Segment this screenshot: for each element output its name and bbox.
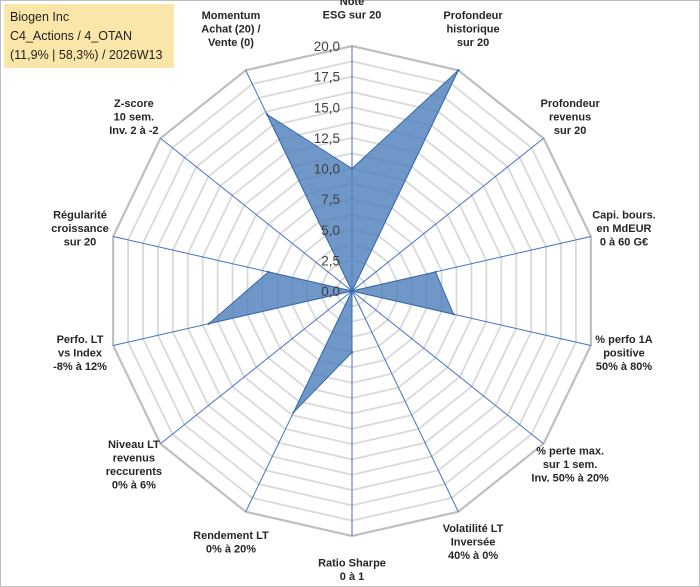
axis-label: % perfo 1A positive 50% à 80% [595, 334, 653, 373]
radar-tick-labels: 0,0 2,5 5,0 7,5 10,0 12,5 15,0 17,5 20,0 [314, 39, 340, 299]
tick-label: 0,0 [321, 284, 340, 299]
axis-label-line: Note [340, 0, 364, 8]
data-point [292, 411, 295, 414]
axis-label-line: Profondeur [540, 98, 600, 110]
data-point [350, 351, 354, 354]
axis-label-line: sur 20 [64, 237, 96, 249]
chart-title-box: Biogen Inc C4_Actions / 4_OTAN (11,9% | … [4, 4, 174, 68]
axis-label: Momentum Achat (20) / Vente (0) [201, 10, 260, 49]
tick-label: 5,0 [321, 223, 340, 238]
axis-label-line: Rendement LT [193, 530, 269, 542]
axis-spoke [351, 290, 544, 445]
axis-label-line: Z-score [114, 98, 154, 110]
data-point [267, 270, 270, 274]
axis-label-line: Profondeur [443, 10, 503, 22]
axis-label-line: 0 à 60 G€ [600, 237, 648, 249]
axis-label-line: Capi. bours. [592, 210, 656, 222]
axis-label-line: Inversée [451, 537, 496, 549]
axis-label: Profondeur revenus sur 20 [540, 98, 600, 137]
axis-label-line: Perfo. LT [57, 334, 104, 346]
axis-label-line: revenus [113, 452, 155, 464]
performance-period: (11,9% | 58,3%) / 2026W13 [10, 48, 163, 62]
axis-label: Volatilité LT Inversée 40% à 0% [443, 523, 504, 562]
axis-label: % perte max. sur 1 sem. Inv. 50% à 20% [531, 446, 609, 485]
tick-label: 20,0 [314, 39, 340, 54]
axis-label-line: Volatilité LT [443, 523, 504, 535]
series-area [208, 69, 459, 413]
axis-label: Note ESG sur 20 [323, 0, 382, 22]
axis-label-line: % perte max. [536, 446, 604, 458]
axis-spoke [160, 290, 353, 445]
axis-label-line: Inv. 50% à 20% [531, 473, 609, 485]
axis-label: Profondeur historique sur 20 [443, 10, 503, 49]
axis-spoke [351, 137, 544, 292]
axis-label-line: 50% à 80% [596, 361, 652, 373]
axis-label-line: Régularité [53, 210, 107, 222]
axis-label-line: revenus [549, 111, 591, 123]
axis-label-line: positive [603, 347, 645, 359]
axis-label-line: sur 1 sem. [543, 459, 597, 471]
data-point [207, 322, 210, 325]
axis-label: Capi. bours. en MdEUR 0 à 60 G€ [592, 210, 656, 249]
axis-label-line: ESG sur 20 [323, 10, 382, 22]
tick-label: 7,5 [321, 192, 340, 207]
axis-label-line: 0% à 6% [112, 479, 156, 491]
data-point [265, 113, 269, 116]
axis-label-line: Achat (20) / [201, 24, 260, 36]
portfolio-name: C4_Actions / 4_OTAN [10, 29, 133, 43]
axis-label-line: Ratio Sharpe [318, 558, 386, 570]
axis-spoke [351, 290, 459, 512]
axis-label-line: 0 à 1 [340, 571, 364, 583]
data-point [434, 270, 437, 274]
axis-label: Z-score 10 sem. Inv. 2 à -2 [109, 98, 158, 137]
tick-label: 10,0 [314, 162, 340, 177]
radar-series [207, 69, 460, 414]
axis-label-line: en MdEUR [597, 223, 652, 235]
axis-label-line: Vente (0) [208, 37, 254, 49]
axis-label-line: Momentum [202, 10, 261, 22]
radar-axis-labels: Note ESG sur 20 Profondeur historique sur 20… [51, 0, 656, 583]
axis-label-line: 40% à 0% [448, 550, 498, 562]
axis-label: Niveau LT revenus reccurents 0% à 6% [106, 439, 162, 492]
axis-label-line: 10 sem. [114, 111, 154, 123]
axis-label-line: vs Index [58, 347, 103, 359]
axis-label-line: -8% à 12% [53, 361, 107, 373]
axis-label: Rendement LT 0% à 20% [193, 530, 269, 556]
axis-label-line: historique [446, 24, 499, 36]
axis-label-line: % perfo 1A [595, 334, 653, 346]
data-point [452, 312, 455, 316]
axis-label-line: Niveau LT [108, 439, 160, 451]
tick-label: 17,5 [314, 70, 340, 85]
axis-label: Régularité croissance sur 20 [51, 210, 108, 249]
axis-spoke [160, 137, 353, 292]
tick-label: 15,0 [314, 100, 340, 115]
data-point [457, 69, 460, 72]
axis-label: Ratio Sharpe 0 à 1 [318, 558, 386, 584]
data-point [350, 289, 354, 293]
axis-label-line: sur 20 [554, 125, 586, 137]
axis-label: Perfo. LT vs Index -8% à 12% [53, 334, 107, 373]
axis-label-line: reccurents [106, 466, 162, 478]
axis-label-line: croissance [51, 223, 108, 235]
axis-label-line: sur 20 [457, 37, 489, 49]
tick-label: 12,5 [314, 131, 340, 146]
tick-label: 2,5 [321, 253, 340, 268]
axis-label-line: 0% à 20% [206, 543, 256, 555]
data-point [350, 167, 354, 170]
company-name: Biogen Inc [10, 10, 70, 24]
axis-label-line: Inv. 2 à -2 [109, 125, 158, 137]
